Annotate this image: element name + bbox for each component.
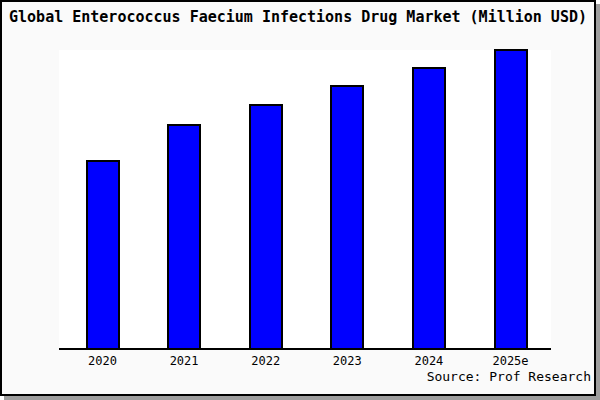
- x-axis-label-2020: 2020: [88, 354, 117, 368]
- bar-2025e: [494, 49, 528, 348]
- x-axis-label-2025e: 2025e: [492, 354, 528, 368]
- chart-title: Global Enterococcus Faecium Infections D…: [2, 8, 594, 26]
- plot-area: [59, 50, 551, 350]
- bar-2023: [330, 85, 364, 348]
- x-axis-label-2024: 2024: [414, 354, 443, 368]
- bar-2022: [249, 104, 283, 348]
- x-axis-label-2021: 2021: [170, 354, 199, 368]
- bar-2024: [412, 67, 446, 348]
- bar-2021: [167, 124, 201, 348]
- x-axis-label-2022: 2022: [251, 354, 280, 368]
- source-note: Source: Prof Research: [427, 369, 591, 384]
- chart-card: Global Enterococcus Faecium Infections D…: [0, 0, 596, 396]
- bar-2020: [86, 160, 120, 348]
- x-axis-label-2023: 2023: [333, 354, 362, 368]
